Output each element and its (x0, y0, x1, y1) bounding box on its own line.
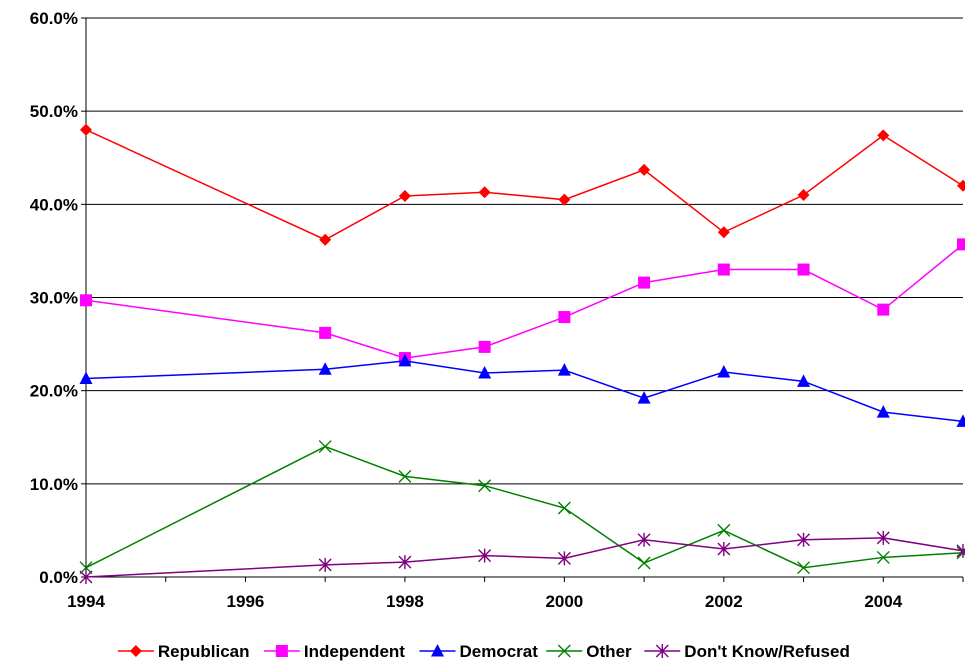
y-tick-label: 40.0% (30, 195, 78, 214)
data-point (877, 303, 890, 316)
data-point (956, 414, 965, 427)
data-point (398, 555, 412, 570)
data-point (797, 561, 811, 575)
legend-item-republican: Republican (117, 642, 250, 661)
data-point (318, 440, 332, 454)
legend-label: Don't Know/Refused (684, 642, 850, 661)
data-point (558, 193, 571, 206)
data-point (398, 353, 412, 367)
series-other (79, 440, 965, 575)
data-point (717, 365, 731, 378)
data-point (638, 163, 651, 176)
legend-marker (275, 645, 288, 657)
y-tick-label: 50.0% (30, 102, 78, 121)
x-tick-label: 1994 (67, 592, 105, 611)
series-republican (80, 123, 965, 246)
y-tick-label: 30.0% (30, 289, 78, 308)
series-line-other (85, 445, 964, 569)
legend-marker (129, 645, 142, 657)
legend: Republican Independent Democrat Other Don't … (117, 642, 850, 661)
data-point (557, 551, 571, 566)
data-point (717, 542, 731, 557)
data-point (876, 530, 890, 545)
data-point (876, 550, 890, 564)
data-point (638, 276, 651, 289)
data-point (797, 374, 811, 387)
data-point (557, 363, 571, 376)
tick-labels: 0.0% 10.0% 20.0% 30.0% 40.0% 50.0% 60.0% 1994 19… (30, 9, 903, 611)
data-point (79, 561, 93, 575)
data-point (478, 479, 492, 493)
data-point (637, 391, 651, 404)
data-point (80, 123, 92, 136)
data-point (398, 189, 411, 202)
legend-item-other: Other (546, 642, 632, 661)
series-line-don-t-know-refused (85, 537, 964, 578)
series-democrat (79, 353, 965, 427)
data-point (79, 371, 93, 385)
data-point (478, 340, 491, 353)
data-point (319, 233, 332, 246)
legend-marker (557, 644, 571, 658)
y-tick-label: 60.0% (30, 9, 78, 28)
data-point (797, 532, 811, 547)
data-point (797, 189, 810, 202)
x-tick-label: 2000 (545, 592, 583, 611)
y-tick-label: 0.0% (39, 568, 78, 587)
data-point (558, 311, 571, 324)
series-don-t-know-refused (79, 530, 965, 584)
data-point (80, 294, 92, 307)
data-point (797, 263, 810, 276)
x-tick-label: 2004 (864, 592, 902, 611)
data-point (478, 548, 492, 563)
data-point (957, 238, 965, 251)
data-point (876, 405, 890, 418)
series-line-independent (85, 243, 964, 359)
data-point (957, 179, 965, 192)
gridlines (86, 17, 963, 485)
data-point (637, 556, 651, 570)
data-point (318, 362, 332, 375)
data-point (717, 523, 731, 537)
data-point (398, 469, 412, 483)
legend-label: Democrat (460, 642, 539, 661)
legend-marker (655, 644, 669, 658)
data-point (956, 543, 965, 558)
data-point (319, 326, 332, 339)
y-tick-label: 10.0% (30, 475, 78, 494)
series-independent (80, 238, 965, 365)
legend-marker (431, 644, 444, 657)
series-group (79, 123, 965, 584)
legend-item-don-t-know-refused: Don't Know/Refused (644, 642, 850, 661)
x-tick-label: 2002 (705, 592, 743, 611)
series-line-republican (85, 129, 964, 241)
data-point (557, 501, 571, 515)
legend-label: Independent (304, 642, 405, 661)
data-point (877, 129, 890, 142)
data-point (478, 186, 491, 199)
axes (81, 17, 964, 582)
data-point (79, 570, 93, 584)
y-tick-label: 20.0% (30, 382, 78, 401)
data-point (637, 532, 651, 547)
x-tick-label: 1998 (386, 592, 424, 611)
data-point (717, 263, 730, 276)
data-point (318, 557, 332, 572)
legend-item-independent: Independent (263, 642, 405, 661)
legend-label: Other (586, 642, 632, 661)
legend-item-democrat: Democrat (419, 642, 539, 661)
legend-label: Republican (158, 642, 250, 661)
x-tick-label: 1996 (227, 592, 265, 611)
series-line-democrat (85, 360, 964, 423)
data-point (717, 226, 730, 239)
data-point (478, 365, 492, 379)
